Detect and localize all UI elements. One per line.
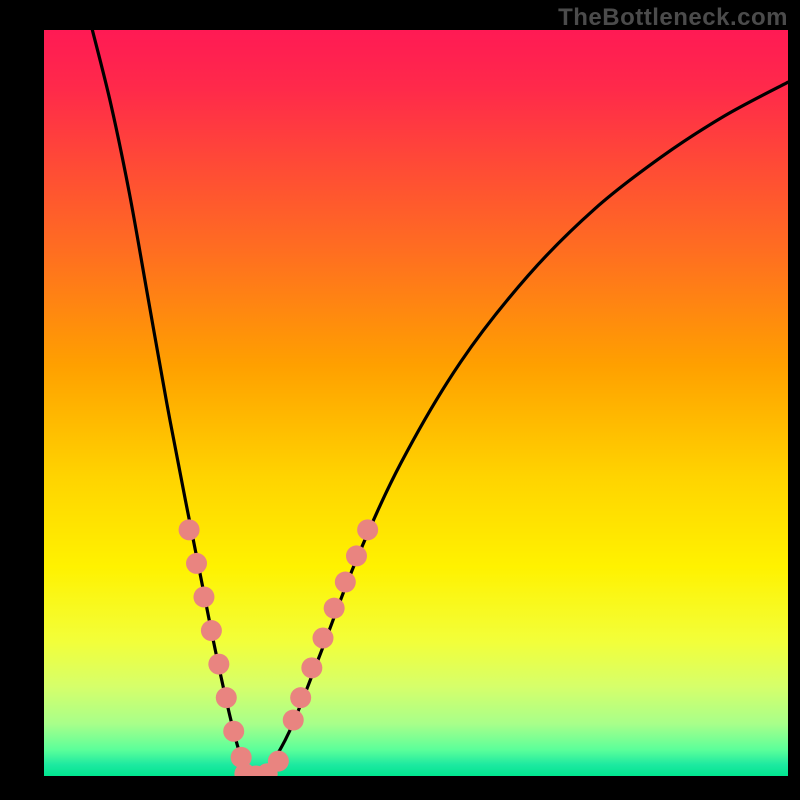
marker-dot xyxy=(186,553,207,574)
marker-dot xyxy=(346,545,367,566)
marker-dot xyxy=(324,598,345,619)
marker-dot xyxy=(301,657,322,678)
bottleneck-chart-svg xyxy=(0,0,800,800)
marker-dot xyxy=(208,654,229,675)
marker-dot xyxy=(313,627,334,648)
marker-dot xyxy=(357,519,378,540)
marker-dot xyxy=(290,687,311,708)
marker-dot xyxy=(179,519,200,540)
marker-dot xyxy=(335,572,356,593)
marker-dot xyxy=(223,721,244,742)
marker-dot xyxy=(193,586,214,607)
gradient-plot-area xyxy=(44,30,788,776)
marker-dot xyxy=(283,710,304,731)
figure-root: TheBottleneck.com xyxy=(0,0,800,800)
marker-dot xyxy=(216,687,237,708)
watermark-text: TheBottleneck.com xyxy=(558,4,788,32)
marker-dot xyxy=(201,620,222,641)
marker-dot xyxy=(268,751,289,772)
